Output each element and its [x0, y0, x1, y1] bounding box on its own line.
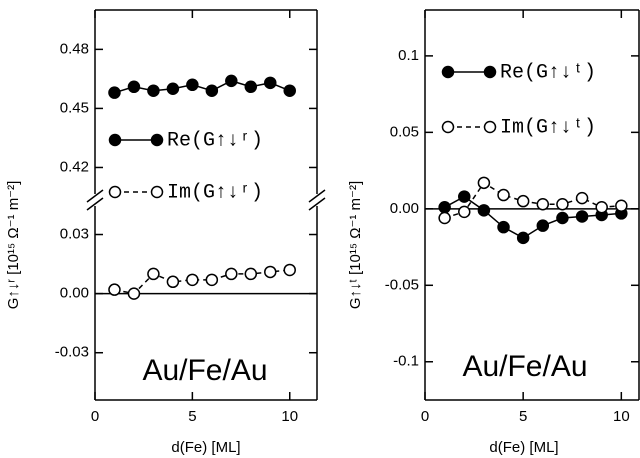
series-line: [444, 195, 622, 239]
x-tick-label: 5: [188, 408, 196, 425]
x-tick-label: 0: [421, 408, 429, 425]
y-tick-label: 0.00: [390, 200, 419, 217]
data-point: [458, 190, 471, 203]
y-tick-label: 0.45: [60, 99, 89, 116]
data-point: [166, 82, 180, 95]
y-tick-label: -0.05: [385, 276, 419, 293]
axis-break: [86, 197, 104, 211]
data-point: [595, 201, 608, 214]
data-point: [283, 263, 296, 277]
legend-marker: [483, 120, 497, 134]
annotation: Au/Fe/Au: [462, 350, 587, 383]
y-axis-label: G↑↓ᵗ [10¹⁵ Ω⁻¹ m⁻²]: [347, 181, 364, 309]
legend-marker: [150, 185, 164, 199]
y-tick-label: 0.42: [60, 158, 89, 175]
y-axis-label: G↑↓ʳ [10¹⁵ Ω⁻¹ m⁻²]: [5, 181, 22, 310]
data-point: [264, 265, 277, 279]
data-point: [127, 80, 141, 94]
axis-break: [308, 197, 326, 211]
data-point: [458, 205, 471, 219]
x-axis-label: d(Fe) [ML]: [171, 439, 240, 456]
data-point: [166, 275, 180, 289]
x-tick-label: 10: [281, 408, 298, 425]
series-line: [114, 80, 291, 94]
legend-marker: [150, 133, 164, 147]
data-point: [575, 210, 589, 223]
x-tick-label: 0: [91, 408, 99, 425]
data-point: [497, 188, 510, 202]
x-tick-label: 10: [613, 408, 630, 425]
legend-label: Im(G↑↓ᵗ): [500, 116, 596, 139]
y-tick-label: -0.03: [55, 344, 89, 361]
annotation: Au/Fe/Au: [142, 354, 267, 387]
legend-marker: [441, 65, 455, 79]
data-point: [127, 287, 141, 300]
data-point: [244, 267, 258, 281]
data-point: [477, 176, 491, 190]
data-point: [556, 197, 569, 211]
data-point: [536, 197, 550, 211]
data-point: [108, 283, 121, 296]
data-point: [438, 201, 451, 214]
data-point: [497, 220, 510, 234]
data-point: [283, 84, 296, 97]
data-point: [264, 76, 277, 90]
legend-label: Re(G↑↓ᵗ): [500, 61, 596, 84]
data-point: [477, 204, 491, 217]
legend-marker: [441, 120, 455, 134]
legend-marker: [108, 185, 122, 199]
series-line: [114, 269, 290, 295]
data-point: [615, 199, 628, 213]
data-point: [225, 267, 238, 281]
y-tick-label: 0.00: [60, 285, 89, 302]
data-point: [147, 267, 160, 281]
legend-marker: [483, 65, 497, 79]
data-point: [108, 86, 121, 99]
y-tick-label: 0.48: [60, 40, 89, 57]
data-point: [536, 219, 550, 232]
data-point: [225, 74, 238, 88]
legend-label: Im(G↑↓ʳ): [167, 181, 263, 204]
x-tick-label: 5: [519, 408, 527, 425]
data-point: [516, 194, 530, 208]
data-point: [575, 191, 589, 205]
y-tick-label: 0.03: [60, 225, 89, 242]
data-point: [438, 211, 451, 225]
y-tick-label: 0.1: [398, 47, 419, 64]
data-point: [556, 211, 569, 225]
data-point: [186, 78, 199, 92]
legend-marker: [108, 133, 122, 147]
data-point: [205, 84, 219, 97]
x-axis-label: d(Fe) [ML]: [489, 439, 558, 456]
axis-break: [86, 189, 104, 203]
data-point: [186, 273, 199, 287]
series-line: [444, 181, 622, 219]
data-point: [516, 231, 530, 245]
data-point: [147, 84, 160, 97]
data-point: [244, 80, 258, 94]
y-tick-label: -0.1: [393, 353, 419, 370]
data-point: [205, 273, 219, 287]
legend-label: Re(G↑↓ʳ): [167, 129, 263, 152]
axis-break: [308, 189, 326, 203]
y-tick-label: 0.05: [390, 123, 419, 140]
